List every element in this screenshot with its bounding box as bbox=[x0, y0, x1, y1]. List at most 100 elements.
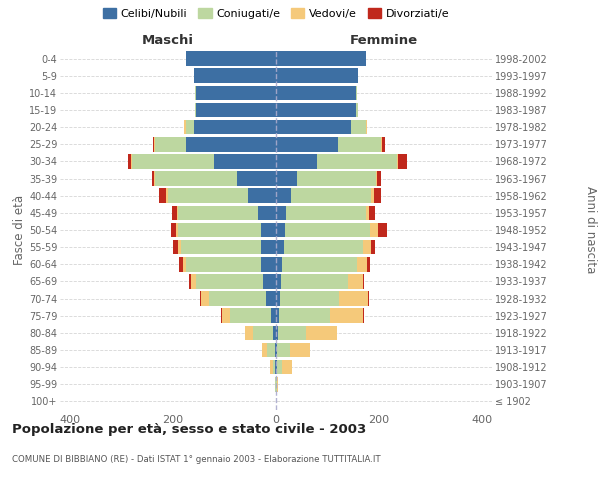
Bar bbox=[397, 154, 398, 168]
Bar bbox=[209, 292, 266, 306]
Bar bbox=[260, 257, 276, 272]
Bar bbox=[186, 137, 276, 152]
Bar bbox=[222, 308, 230, 323]
Bar bbox=[281, 274, 348, 288]
Bar bbox=[317, 154, 397, 168]
Bar bbox=[276, 326, 278, 340]
Bar bbox=[186, 52, 276, 66]
Bar bbox=[282, 360, 292, 374]
Bar bbox=[285, 222, 370, 238]
Bar bbox=[177, 206, 178, 220]
Bar bbox=[292, 188, 371, 203]
Bar bbox=[280, 292, 339, 306]
Bar bbox=[195, 86, 196, 100]
Bar bbox=[276, 292, 280, 306]
Bar bbox=[202, 292, 209, 306]
Bar bbox=[278, 326, 306, 340]
Bar bbox=[276, 206, 286, 220]
Bar bbox=[356, 102, 358, 118]
Bar bbox=[378, 222, 387, 238]
Bar bbox=[275, 342, 276, 357]
Bar bbox=[376, 172, 377, 186]
Bar bbox=[168, 188, 248, 203]
Bar bbox=[188, 274, 191, 288]
Bar bbox=[276, 86, 356, 100]
Bar bbox=[276, 120, 350, 134]
Bar bbox=[366, 120, 367, 134]
Bar bbox=[330, 308, 364, 323]
Bar bbox=[181, 240, 260, 254]
Bar bbox=[398, 154, 407, 168]
Bar bbox=[263, 274, 276, 288]
Bar bbox=[221, 308, 222, 323]
Bar bbox=[370, 222, 378, 238]
Bar bbox=[253, 326, 274, 340]
Bar bbox=[172, 206, 177, 220]
Bar bbox=[170, 222, 176, 238]
Bar bbox=[306, 326, 337, 340]
Text: COMUNE DI BIBBIANO (RE) - Dati ISTAT 1° gennaio 2003 - Elaborazione TUTTITALIA.I: COMUNE DI BIBBIANO (RE) - Dati ISTAT 1° … bbox=[12, 455, 380, 464]
Bar bbox=[277, 377, 278, 392]
Bar bbox=[196, 102, 276, 118]
Bar bbox=[276, 52, 366, 66]
Bar bbox=[371, 240, 375, 254]
Bar bbox=[152, 137, 154, 152]
Bar bbox=[131, 154, 132, 168]
Bar bbox=[262, 342, 267, 357]
Bar bbox=[374, 188, 382, 203]
Y-axis label: Fasce di età: Fasce di età bbox=[13, 195, 26, 265]
Bar bbox=[276, 308, 278, 323]
Bar bbox=[338, 137, 382, 152]
Bar bbox=[377, 172, 382, 186]
Bar bbox=[276, 154, 317, 168]
Bar bbox=[184, 120, 186, 134]
Bar bbox=[284, 240, 364, 254]
Text: Femmine: Femmine bbox=[350, 34, 418, 46]
Bar bbox=[276, 102, 356, 118]
Bar bbox=[266, 292, 276, 306]
Bar bbox=[132, 154, 214, 168]
Bar bbox=[166, 188, 168, 203]
Bar bbox=[276, 137, 338, 152]
Bar bbox=[296, 172, 376, 186]
Bar bbox=[178, 240, 181, 254]
Bar bbox=[195, 102, 196, 118]
Bar bbox=[277, 360, 282, 374]
Legend: Celibi/Nubili, Coniugati/e, Vedovi/e, Divorziati/e: Celibi/Nubili, Coniugati/e, Vedovi/e, Di… bbox=[103, 8, 449, 19]
Bar bbox=[258, 206, 276, 220]
Bar bbox=[276, 342, 277, 357]
Bar bbox=[184, 257, 186, 272]
Bar bbox=[200, 292, 202, 306]
Bar bbox=[128, 154, 131, 168]
Bar bbox=[260, 240, 276, 254]
Bar bbox=[276, 68, 358, 83]
Bar bbox=[277, 342, 290, 357]
Bar bbox=[176, 222, 178, 238]
Bar bbox=[155, 137, 186, 152]
Bar bbox=[238, 172, 276, 186]
Bar bbox=[245, 326, 253, 340]
Bar bbox=[273, 360, 275, 374]
Text: Maschi: Maschi bbox=[142, 34, 194, 46]
Bar bbox=[276, 188, 292, 203]
Bar bbox=[186, 257, 260, 272]
Bar bbox=[159, 188, 166, 203]
Bar bbox=[339, 292, 368, 306]
Text: Anni di nascita: Anni di nascita bbox=[584, 186, 597, 274]
Bar bbox=[276, 377, 277, 392]
Bar bbox=[276, 172, 296, 186]
Bar bbox=[260, 222, 276, 238]
Bar bbox=[276, 274, 281, 288]
Bar bbox=[371, 188, 374, 203]
Bar bbox=[186, 120, 194, 134]
Bar bbox=[348, 274, 364, 288]
Bar bbox=[271, 308, 276, 323]
Bar bbox=[274, 326, 276, 340]
Bar bbox=[196, 274, 263, 288]
Bar bbox=[276, 240, 284, 254]
Bar bbox=[276, 360, 277, 374]
Bar bbox=[367, 257, 370, 272]
Bar bbox=[155, 172, 238, 186]
Bar bbox=[290, 342, 310, 357]
Bar bbox=[357, 257, 367, 272]
